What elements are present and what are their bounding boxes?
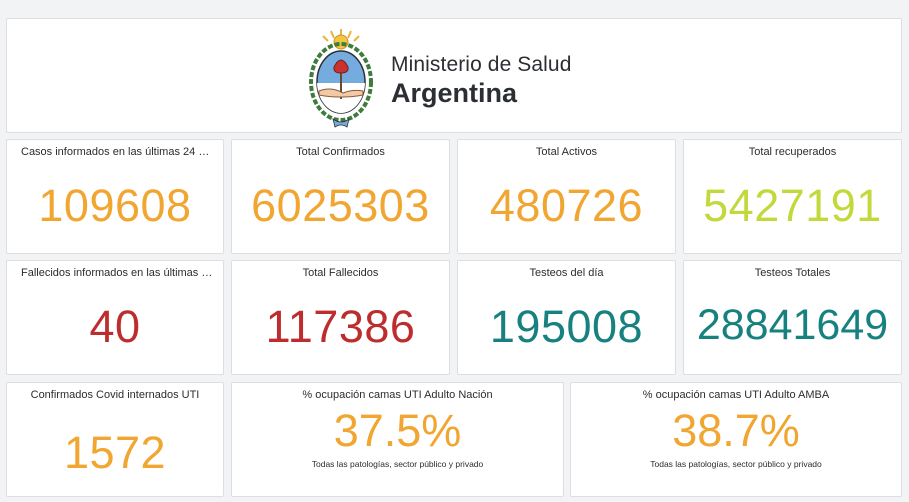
card-title: Confirmados Covid internados UTI xyxy=(30,389,200,401)
card-total-activos: Total Activos 480726 xyxy=(457,139,676,254)
card-value: 6025303 xyxy=(251,180,430,231)
card-testeos-dia: Testeos del día 195008 xyxy=(457,260,676,375)
card-title: Total recuperados xyxy=(748,146,837,158)
card-value: 5427191 xyxy=(703,180,882,231)
card-value: 480726 xyxy=(489,180,644,231)
card-testeos-totales: Testeos Totales 28841649 xyxy=(683,260,902,375)
card-title: % ocupación camas UTI Adulto AMBA xyxy=(642,389,830,401)
card-title: Total Fallecidos xyxy=(302,267,379,279)
card-total-confirmados: Total Confirmados 6025303 xyxy=(231,139,450,254)
card-ocupacion-uti-amba: % ocupación camas UTI Adulto AMBA 38.7% … xyxy=(570,382,902,497)
card-value: 40 xyxy=(89,301,141,352)
card-total-recuperados: Total recuperados 5427191 xyxy=(683,139,902,254)
card-title: % ocupación camas UTI Adulto Nación xyxy=(302,389,493,401)
card-total-fallecidos: Total Fallecidos 117386 xyxy=(231,260,450,375)
card-fallecidos-24h: Fallecidos informados en las últimas 24 … xyxy=(6,260,224,375)
header-panel: Ministerio de Salud Argentina xyxy=(6,18,902,133)
card-value: 195008 xyxy=(489,301,644,352)
card-value: 28841649 xyxy=(696,301,889,349)
card-value: 117386 xyxy=(265,301,416,352)
card-title: Testeos del día xyxy=(529,267,604,279)
card-internados-uti: Confirmados Covid internados UTI 1572 xyxy=(6,382,224,497)
country-name: Argentina xyxy=(391,78,518,108)
ministry-name: Ministerio de Salud xyxy=(391,53,572,76)
card-title: Casos informados en las últimas 24 horas xyxy=(21,146,215,158)
card-title: Fallecidos informados en las últimas 24 … xyxy=(21,267,215,279)
card-ocupacion-uti-nacion: % ocupación camas UTI Adulto Nación 37.5… xyxy=(231,382,564,497)
card-value: 1572 xyxy=(63,427,167,478)
card-casos-24h: Casos informados en las últimas 24 horas… xyxy=(6,139,224,254)
card-title: Testeos Totales xyxy=(754,267,831,279)
card-subtitle: Todas las patologías, sector público y p… xyxy=(650,459,822,469)
card-value: 37.5% xyxy=(333,405,462,456)
card-value: 38.7% xyxy=(672,405,800,456)
card-title: Total Activos xyxy=(535,146,598,158)
national-coat-of-arms-logo xyxy=(309,27,373,131)
ministry-title: Ministerio de Salud Argentina xyxy=(391,53,572,109)
card-title: Total Confirmados xyxy=(296,146,385,158)
card-value: 109608 xyxy=(38,180,192,231)
card-subtitle: Todas las patologías, sector público y p… xyxy=(311,459,484,469)
